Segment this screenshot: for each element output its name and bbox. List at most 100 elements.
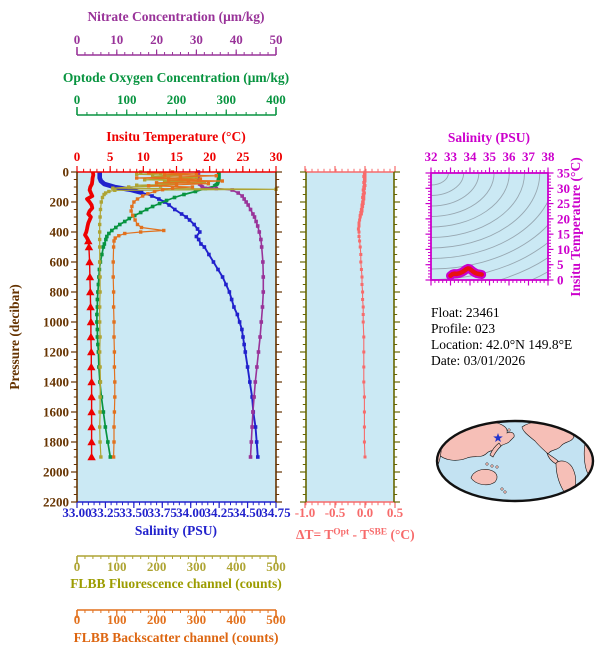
- info-profile: Profile: 023: [431, 321, 495, 336]
- delta-t-profile: [356, 170, 367, 459]
- tick-label: 0: [74, 149, 81, 164]
- ts-curve: [446, 263, 487, 281]
- tick-label: 1600: [43, 405, 69, 420]
- tick-label: 25: [236, 149, 250, 164]
- tick-label: 5: [557, 257, 564, 272]
- profile-frame: [71, 166, 282, 508]
- tick-label: 15: [557, 227, 571, 242]
- oxygen-tick-labels: 0 100 200 300 400: [74, 92, 286, 107]
- nitrate-axis: [76, 47, 277, 56]
- info-date: Date: 03/01/2026: [431, 353, 525, 368]
- tick-label: 600: [50, 255, 70, 270]
- map-outline: [435, 419, 595, 503]
- fluorescence-tick-labels: 0 100 200 300 400 500: [74, 559, 286, 574]
- tick-label: 33.50: [119, 505, 148, 520]
- tick-label: 33.75: [148, 505, 178, 520]
- float-location-marker: [493, 433, 503, 442]
- tick-label: 33.00: [62, 505, 91, 520]
- tick-label: 30: [270, 149, 283, 164]
- tick-label: 36: [503, 149, 517, 164]
- backscatter-tick-labels: 0 100 200 300 400 500: [74, 612, 286, 627]
- temperature-tick-labels: 0 5 10 15 20 25 30: [74, 149, 283, 164]
- dt-label-mid: - T: [349, 527, 369, 542]
- tick-label: 30: [557, 181, 570, 196]
- tick-label: 0: [557, 273, 564, 288]
- info-location: Location: 42.0°N 149.8°E: [431, 337, 572, 352]
- delta-t-tick-labels: -1.0 -0.5 0.0 0.5: [295, 505, 404, 520]
- dt-label-prefix: ΔT= T: [296, 527, 333, 542]
- tick-label: 200: [147, 559, 167, 574]
- profile-panel-bg: [77, 172, 276, 502]
- tick-label: 34.75: [261, 505, 291, 520]
- tick-label: 33: [444, 149, 458, 164]
- delta-t-panel-bg: [306, 172, 394, 502]
- salinity-tick-labels: 33.00 33.25 33.50 33.75 34.00 34.25 34.50 34.75: [62, 505, 291, 520]
- tick-label: 0.5: [387, 505, 404, 520]
- tick-label: 100: [117, 92, 137, 107]
- tick-label: 25: [557, 196, 571, 211]
- delta-t-axis-title: ΔT= TOpt - TSBE (°C): [296, 527, 415, 542]
- tick-label: 15: [170, 149, 184, 164]
- tick-label: 300: [187, 612, 207, 627]
- tick-label: 38: [542, 149, 556, 164]
- tick-label: 35: [483, 149, 497, 164]
- temperature-profile: [83, 171, 96, 461]
- tick-label: 0: [74, 92, 81, 107]
- tick-label: 34.50: [233, 505, 262, 520]
- tick-label: 20: [203, 149, 216, 164]
- backscatter-profile: [111, 170, 224, 459]
- tick-label: 100: [107, 559, 127, 574]
- tick-label: 1200: [43, 345, 69, 360]
- ts-salinity-title: Salinity (PSU): [448, 130, 530, 145]
- tick-label: 20: [557, 211, 570, 226]
- delta-t-frame: [300, 166, 400, 508]
- temperature-axis-title: Insitu Temperature (°C): [106, 129, 245, 144]
- tick-label: 1000: [43, 315, 69, 330]
- tick-label: 200: [50, 195, 70, 210]
- tick-label: 40: [230, 32, 243, 47]
- ts-temperature-title: Insitu Temperature (°C): [568, 157, 583, 296]
- tick-label: 0: [63, 165, 70, 180]
- pressure-tick-labels: 0 200 400 600 800 1000 1200 1400 1600 1800 2000 220…: [43, 165, 69, 510]
- tick-label: 400: [50, 225, 70, 240]
- tick-label: 5: [107, 149, 114, 164]
- oxygen-axis-title: Optode Oxygen Concentration (μm/kg): [63, 70, 289, 85]
- tick-label: 20: [150, 32, 163, 47]
- dt-label-sup-sbe: SBE: [369, 528, 387, 538]
- tick-label: 400: [266, 92, 286, 107]
- tick-label: 1800: [43, 435, 69, 450]
- tick-label: -0.5: [325, 505, 346, 520]
- tick-label: 2200: [43, 495, 69, 510]
- tick-label: 10: [137, 149, 150, 164]
- world-map: [435, 419, 595, 503]
- tick-label: 32: [425, 149, 438, 164]
- fluorescence-axis: [76, 555, 277, 564]
- nitrate-tick-labels: 0 10 20 30 40 50: [74, 32, 283, 47]
- nitrate-axis-title: Nitrate Concentration (μm/kg): [87, 9, 264, 24]
- tick-label: 200: [147, 612, 167, 627]
- salinity-profile: [97, 172, 260, 459]
- tick-label: 300: [217, 92, 237, 107]
- tick-label: 10: [110, 32, 123, 47]
- backscatter-axis: [76, 609, 277, 618]
- tick-label: 400: [226, 612, 246, 627]
- salinity-axis-title: Salinity (PSU): [135, 523, 217, 538]
- tick-label: 35: [557, 166, 571, 181]
- tick-label: 33.25: [91, 505, 121, 520]
- tick-label: 50: [270, 32, 283, 47]
- ts-frame: [425, 167, 554, 286]
- tick-label: 500: [266, 612, 286, 627]
- tick-label: 10: [557, 242, 570, 257]
- pressure-axis-title: Pressure (decibar): [7, 284, 22, 390]
- tick-label: 100: [107, 612, 127, 627]
- tick-label: 34: [464, 149, 478, 164]
- tick-label: 800: [50, 285, 70, 300]
- tick-label: 34.00: [176, 505, 205, 520]
- ts-salinity-tick-labels: 32 33 34 35 36 37 38: [425, 149, 556, 164]
- axes-and-frames: [71, 47, 554, 618]
- oxygen-axis: [76, 107, 277, 116]
- tick-label: 400: [226, 559, 246, 574]
- tick-label: 37: [522, 149, 536, 164]
